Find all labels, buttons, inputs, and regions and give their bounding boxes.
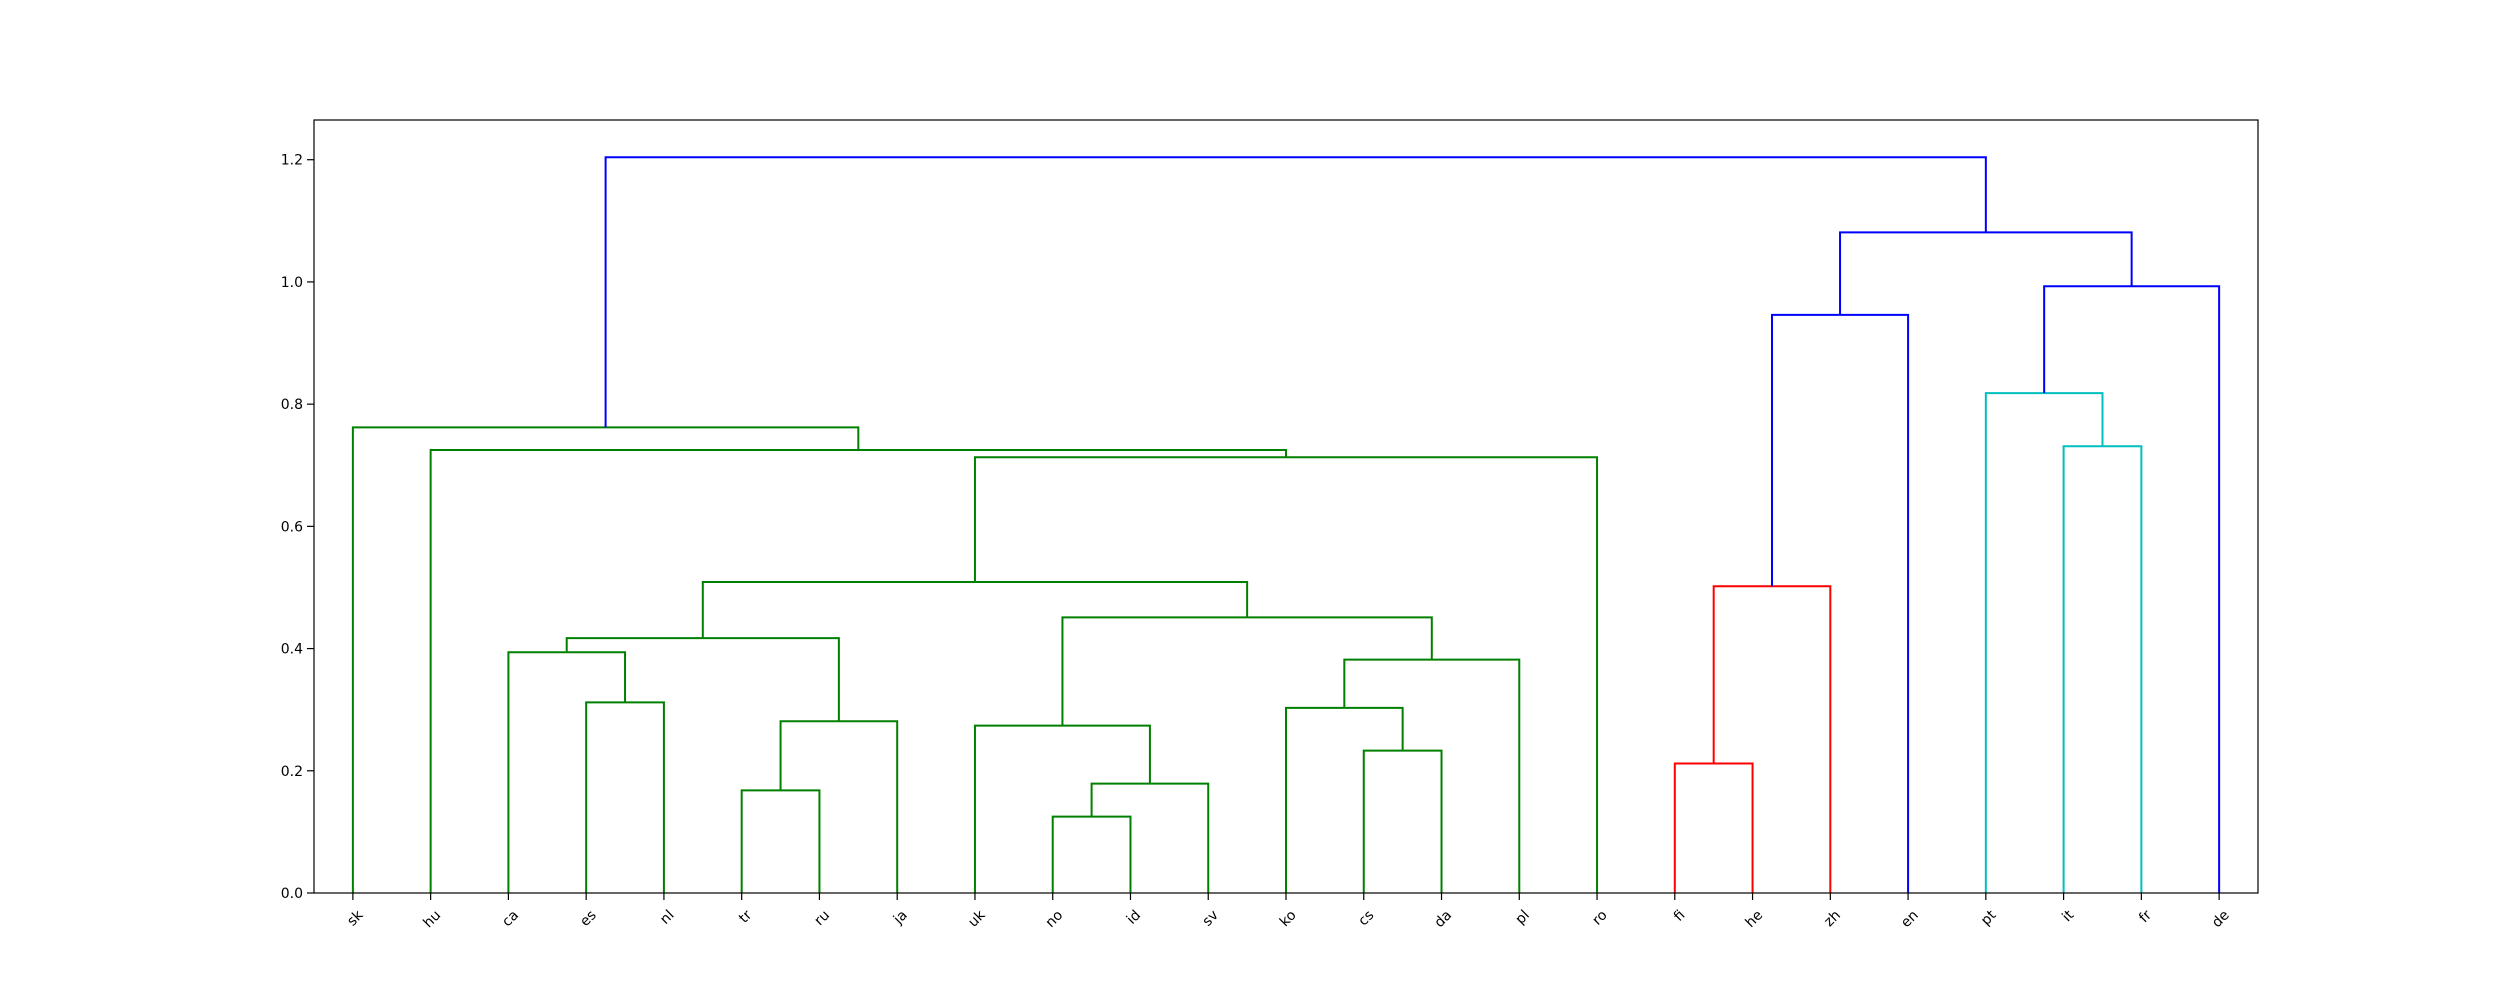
leaf-label-da: da [1431, 907, 1455, 931]
leaf-label-hu: hu [420, 907, 444, 931]
leaf-label-it: it [2059, 907, 2077, 925]
merge-link-23 [604, 156, 1987, 428]
leaf-label-ru: ru [811, 907, 833, 929]
leaf-label-es: es [577, 907, 600, 930]
leaf-label-no: no [1043, 907, 1067, 931]
leaf-label-en: en [1898, 907, 1922, 931]
leaf-label-ja: ja [890, 907, 911, 928]
leaf-label-uk: uk [965, 907, 989, 931]
leaf-label-he: he [1742, 907, 1766, 931]
x-axis: sk hu ca es nl tr ru ja uk no id sv ko cs da pl ro fi he zh… [344, 893, 2233, 931]
leaf-label-zh: zh [1821, 907, 1844, 930]
leaf-label-cs: cs [1355, 907, 1377, 929]
y-tick-label: 0.2 [281, 764, 303, 780]
leaf-label-ro: ro [1589, 907, 1610, 928]
leaf-label-nl: nl [657, 907, 677, 927]
leaf-label-sk: sk [344, 907, 367, 930]
y-tick-label: 0.8 [281, 397, 303, 413]
leaf-label-id: id [1124, 907, 1144, 927]
y-axis: 0.0 0.2 0.4 0.6 0.8 1.0 1.2 [281, 153, 314, 902]
leaf-label-fr: fr [2136, 907, 2155, 926]
y-tick-label: 0.6 [281, 519, 303, 535]
leaf-label-de: de [2209, 907, 2233, 931]
leaf-label-ca: ca [499, 907, 522, 930]
y-tick-label: 1.2 [281, 153, 303, 169]
leaf-label-fi: fi [1671, 907, 1689, 925]
y-tick-label: 0.4 [281, 642, 303, 658]
leaf-label-pt: pt [1978, 907, 2000, 929]
plot-frame [313, 119, 2259, 894]
leaf-label-ko: ko [1277, 907, 1300, 930]
y-tick-label: 1.0 [281, 275, 303, 291]
leaf-label-sv: sv [1200, 907, 1222, 929]
leaf-label-tr: tr [736, 907, 755, 926]
y-tick-label: 0.0 [281, 886, 303, 902]
leaf-label-pl: pl [1513, 907, 1533, 927]
dendrogram-links [351, 156, 2221, 893]
